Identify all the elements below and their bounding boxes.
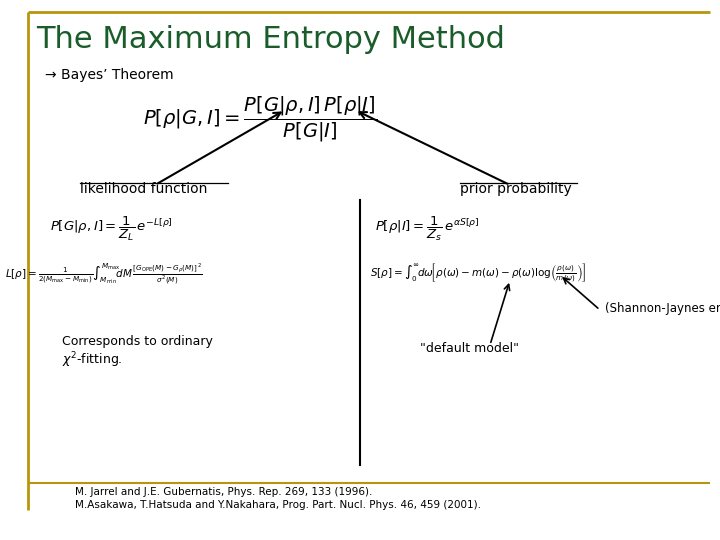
Text: $P[G|\rho, I] = \dfrac{1}{Z_L}\, e^{-L[\rho]}$: $P[G|\rho, I] = \dfrac{1}{Z_L}\, e^{-L[\…: [50, 215, 173, 243]
Text: $S[\rho] = \int_0^{\infty}\! d\omega\!\left[\rho(\omega) - m(\omega) - \rho(\ome: $S[\rho] = \int_0^{\infty}\! d\omega\!\l…: [370, 262, 587, 285]
Text: $L[\rho] = \frac{1}{2(M_{\rm max}-M_{\rm min})} \int_{M_{\rm min}}^{M_{\rm max}}: $L[\rho] = \frac{1}{2(M_{\rm max}-M_{\rm…: [5, 262, 203, 287]
Text: likelihood function: likelihood function: [80, 182, 207, 196]
Text: $P[\rho|G, I] = \dfrac{P[G|\rho,I]\,P[\rho|I]}{P[G|I]}$: $P[\rho|G, I] = \dfrac{P[G|\rho,I]\,P[\r…: [143, 95, 377, 144]
Text: The Maximum Entropy Method: The Maximum Entropy Method: [36, 25, 505, 54]
Text: (Shannon-Jaynes entropy): (Shannon-Jaynes entropy): [605, 302, 720, 315]
Text: prior probability: prior probability: [460, 182, 572, 196]
Text: $\chi^2$-fitting.: $\chi^2$-fitting.: [62, 350, 122, 369]
Text: → Bayes’ Theorem: → Bayes’ Theorem: [45, 68, 174, 82]
Text: M. Jarrel and J.E. Gubernatis, Phys. Rep. 269, 133 (1996).: M. Jarrel and J.E. Gubernatis, Phys. Rep…: [75, 487, 372, 497]
Text: $P[\rho|I] = \dfrac{1}{Z_s}\, e^{\alpha S[\rho]}$: $P[\rho|I] = \dfrac{1}{Z_s}\, e^{\alpha …: [375, 215, 480, 243]
Text: M.Asakawa, T.Hatsuda and Y.Nakahara, Prog. Part. Nucl. Phys. 46, 459 (2001).: M.Asakawa, T.Hatsuda and Y.Nakahara, Pro…: [75, 500, 481, 510]
Text: Corresponds to ordinary: Corresponds to ordinary: [62, 335, 213, 348]
Text: "default model": "default model": [420, 342, 519, 355]
